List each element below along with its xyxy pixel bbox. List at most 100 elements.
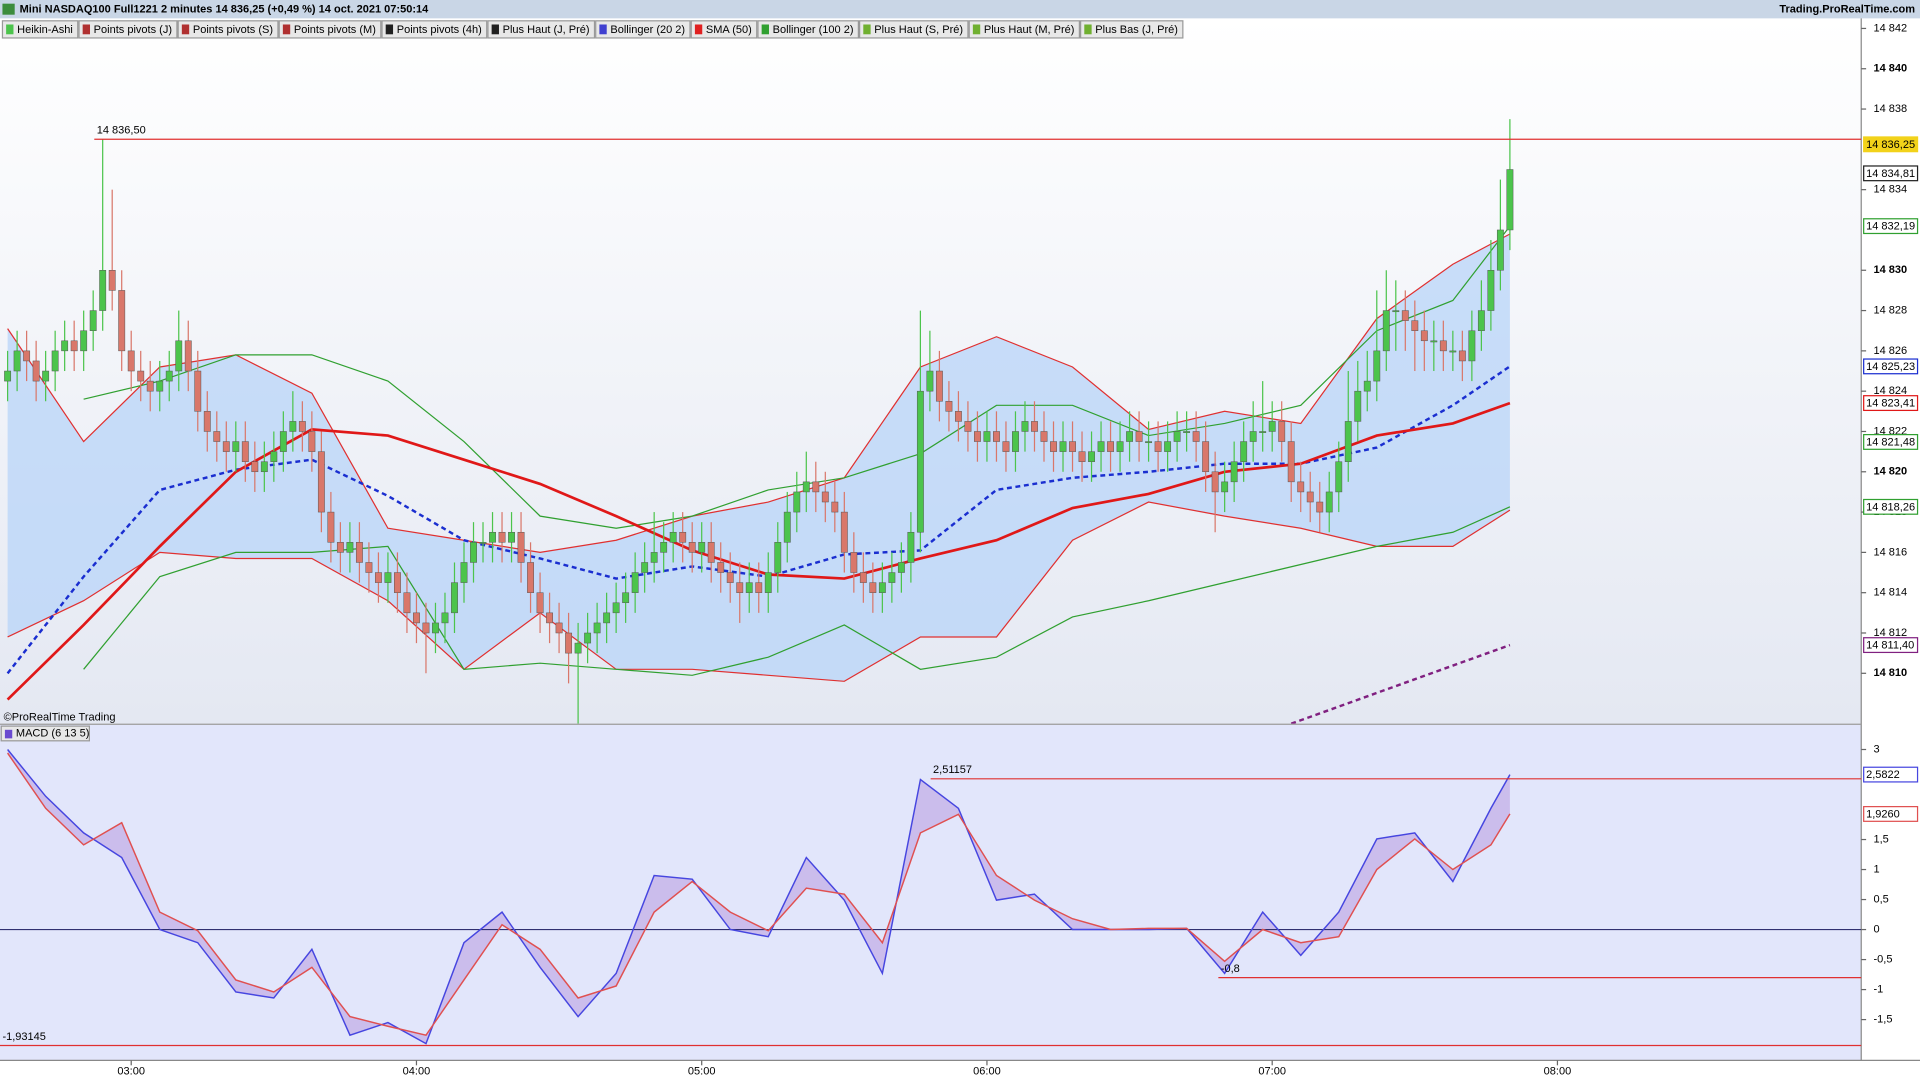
legend-icon: [181, 24, 190, 35]
candle-body: [80, 330, 88, 352]
candle-body: [165, 370, 173, 382]
candle-body: [1031, 421, 1038, 432]
y-tick-label: 14 828: [1873, 304, 1907, 316]
candle-body: [1192, 431, 1200, 442]
candle-body: [679, 531, 687, 543]
candle-body: [365, 562, 373, 573]
candle-body: [156, 380, 164, 392]
candle-body: [1335, 461, 1343, 493]
candle-body: [954, 411, 962, 422]
candle-body: [108, 270, 116, 291]
legend-icon: [6, 24, 14, 35]
candle-body: [213, 431, 221, 442]
legend-box: [858, 20, 969, 39]
candle-body: [346, 542, 354, 553]
price-marker: [1863, 806, 1919, 822]
reference-label: 14 836,50: [97, 125, 146, 137]
candle-body: [270, 451, 278, 462]
candle-body: [1202, 441, 1210, 473]
legend-box: [487, 20, 596, 39]
price-marker-label: 14 825,23: [1866, 361, 1915, 373]
y-tick-label: 14 842: [1873, 22, 1907, 34]
candle-body: [974, 431, 981, 442]
indicator-line: [1290, 643, 1511, 724]
y-tick-label: 14 824: [1873, 385, 1907, 397]
candle-body: [251, 461, 259, 473]
candle-body: [584, 632, 592, 644]
candle-body: [641, 562, 649, 573]
candle-body: [222, 441, 230, 452]
candle-body: [859, 572, 867, 583]
candle-body: [565, 632, 573, 654]
candle-body: [1002, 441, 1010, 452]
candle-body: [1012, 431, 1019, 452]
y-tick-label: 14 814: [1873, 587, 1907, 599]
candle-body: [1278, 421, 1286, 442]
candle-body: [441, 612, 449, 624]
price-marker: [1863, 395, 1919, 412]
site-name: Trading.ProRealTime.com: [1779, 4, 1915, 16]
y-tick-label: 14 810: [1873, 667, 1907, 679]
legend-box: [690, 20, 758, 39]
macd-label-box: [0, 725, 90, 742]
legend-icon: [761, 24, 769, 35]
candle-body: [1392, 310, 1400, 313]
candle-body: [232, 441, 240, 452]
legend-label: Plus Haut (J, Pré): [503, 24, 590, 36]
y-tick-label: 14 834: [1873, 184, 1907, 196]
candle-body: [907, 531, 915, 563]
legend-box: [968, 20, 1081, 39]
legend-label: Points pivots (J): [94, 24, 172, 36]
price-marker: [1863, 637, 1919, 654]
candle-body: [146, 380, 154, 392]
price-marker-label: 1,9260: [1866, 808, 1900, 820]
candle-body: [888, 572, 896, 583]
candle-body: [726, 572, 734, 583]
candle-body: [850, 552, 858, 573]
candle-body: [1411, 320, 1419, 331]
candle-body: [1078, 451, 1086, 462]
price-marker: [1863, 498, 1919, 515]
candle-body: [897, 562, 905, 573]
candle-body: [1135, 431, 1143, 442]
y-tick-label: -1,5: [1873, 1014, 1892, 1026]
candle-body: [1050, 441, 1057, 452]
candle-body: [184, 340, 192, 372]
candle-body: [821, 491, 829, 503]
candle-body: [470, 542, 477, 563]
candle-body: [1430, 340, 1438, 343]
candle-body: [279, 431, 287, 452]
x-tick-label: 03:00: [117, 1065, 145, 1077]
candle-body: [1373, 350, 1381, 382]
header-title: Mini NASDAQ100 Full1221 2 minutes 14 836…: [20, 4, 430, 16]
candle-body: [1468, 330, 1476, 362]
price-marker-label: 14 836,25: [1866, 139, 1915, 151]
candle-body: [413, 612, 420, 624]
candle-body: [1088, 451, 1095, 462]
candle-body: [127, 350, 135, 372]
candle-body: [1487, 270, 1495, 311]
candle-body: [1268, 421, 1276, 432]
legend-label: Bollinger (20 2): [610, 24, 685, 36]
candle-body: [241, 441, 249, 462]
candle-body: [536, 592, 544, 614]
candle-body: [479, 542, 487, 544]
legend-icon: [491, 24, 499, 35]
y-tick-label: 14 816: [1873, 546, 1907, 558]
price-marker-label: 14 811,40: [1866, 640, 1914, 652]
x-tick-label: 07:00: [1258, 1065, 1286, 1077]
candle-body: [1477, 310, 1485, 331]
legend-label: SMA (50): [706, 24, 752, 36]
candle-body: [260, 461, 268, 473]
candle-body: [1420, 330, 1428, 342]
candle-body: [755, 582, 763, 593]
legend-label: Plus Bas (J, Pré): [1095, 24, 1178, 36]
candle-body: [631, 572, 639, 593]
candle-body: [1249, 431, 1257, 442]
price-marker-label: 14 834,81: [1866, 168, 1915, 180]
y-tick-label: 14 838: [1873, 103, 1907, 115]
price-marker: [1863, 766, 1919, 783]
y-tick-label: 14 830: [1873, 264, 1907, 276]
x-tick-label: 08:00: [1544, 1065, 1572, 1077]
candle-body: [517, 531, 525, 563]
